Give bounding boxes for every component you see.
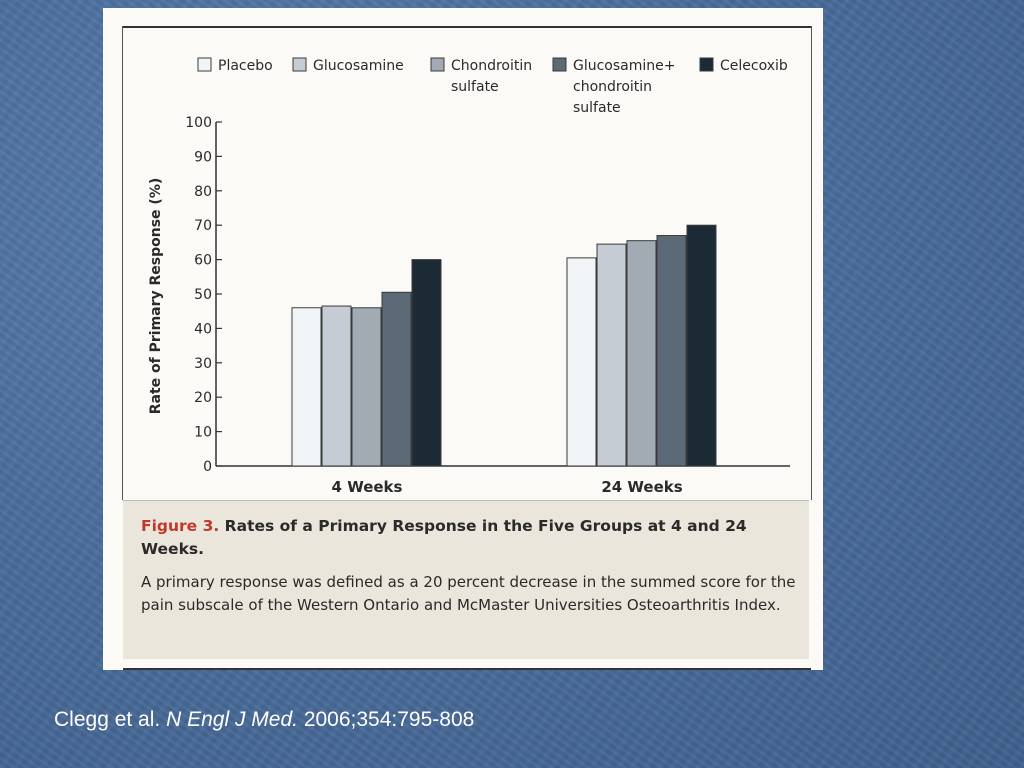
- chart-legend: Placebo Glucosamine Chondroitin sulfate Gluc…: [197, 57, 788, 116]
- figure-label: Figure 3.: [141, 517, 220, 535]
- caption-text: A primary response was defined as a 20 p…: [141, 573, 796, 614]
- y-tick-label: 80: [194, 184, 212, 200]
- legend-label: sulfate: [573, 100, 621, 116]
- y-axis-label: Rate of Primary Response (%): [148, 178, 164, 415]
- legend-label: sulfate: [451, 79, 499, 95]
- citation-journal: N Engl J Med.: [166, 708, 298, 731]
- bar-4-2: [656, 235, 687, 467]
- x-category-label: 4 Weeks: [332, 478, 403, 496]
- bar-2-1: [321, 305, 352, 467]
- y-tick-label: 90: [194, 149, 212, 165]
- figure-caption: Figure 3. Rates of a Primary Response in…: [123, 500, 809, 659]
- y-tick-label: 40: [194, 321, 212, 337]
- chart-frame: [122, 26, 812, 500]
- bar-1-2: [566, 257, 597, 467]
- y-tick-label: 10: [194, 425, 212, 441]
- bar-5-2: [686, 224, 717, 467]
- bar-4-1: [381, 291, 412, 467]
- bar-2-2: [596, 243, 627, 467]
- legend-label: Glucosamine: [313, 58, 404, 74]
- legend-swatch: [699, 57, 714, 72]
- caption-heading: Rates of a Primary Response in the Five …: [141, 517, 747, 558]
- legend-swatch: [292, 57, 307, 72]
- legend-swatch: [430, 57, 445, 72]
- bar-1-1: [291, 307, 322, 467]
- y-tick-label: 60: [194, 253, 212, 269]
- y-tick-label: 50: [194, 287, 212, 303]
- caption-title: Figure 3. Rates of a Primary Response in…: [141, 515, 781, 561]
- legend-swatch: [197, 57, 212, 72]
- y-tick-label: 30: [194, 356, 212, 372]
- bar-5-1: [411, 259, 442, 467]
- y-tick-label: 0: [203, 459, 212, 475]
- y-tick-label: 20: [194, 390, 212, 406]
- bar-3-1: [351, 307, 382, 467]
- citation-authors: Clegg et al.: [54, 708, 161, 731]
- legend-label: Glucosamine+: [573, 58, 676, 74]
- y-tick-label: 100: [185, 115, 212, 131]
- chart-bars: 4 Weeks 24 Weeks: [291, 224, 717, 496]
- bar-3-2: [626, 240, 657, 467]
- x-category-label: 24 Weeks: [601, 478, 682, 496]
- legend-label: Chondroitin: [451, 58, 532, 74]
- legend-label: Celecoxib: [720, 58, 788, 74]
- legend-swatch: [552, 57, 567, 72]
- y-tick-label: 70: [194, 218, 212, 234]
- citation: Clegg et al. N Engl J Med. 2006;354:795-…: [54, 708, 474, 732]
- citation-details: 2006;354:795-808: [303, 708, 475, 731]
- legend-label: chondroitin: [573, 79, 652, 95]
- legend-label: Placebo: [218, 58, 273, 74]
